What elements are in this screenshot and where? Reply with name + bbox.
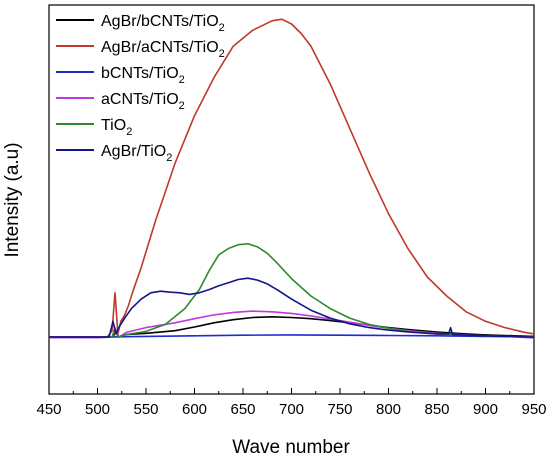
y-axis-label: Intensity (a.u)	[2, 142, 23, 257]
x-tick-label: 650	[230, 401, 255, 418]
legend: AgBr/bCNTs/TiO2AgBr/aCNTs/TiO2bCNTs/TiO2…	[56, 13, 225, 164]
legend-label-base: AgBr/aCNTs/TiO	[101, 39, 219, 56]
legend-label: AgBr/bCNTs/TiO2	[101, 13, 225, 34]
legend-label-base: AgBr/TiO	[101, 143, 166, 160]
legend-label-subscript: 2	[179, 100, 185, 112]
x-axis-label: Wave number	[232, 437, 350, 458]
legend-label-subscript: 2	[219, 22, 225, 34]
legend-label: TiO2	[101, 117, 132, 138]
x-tick-label: 750	[327, 401, 352, 418]
series-line-3	[49, 310, 535, 339]
x-axis-ticks: 450 500 550 600 650 700 750 800 850 900 950	[36, 388, 547, 418]
legend-label-base: bCNTs/TiO	[101, 65, 179, 82]
legend-label-subscript: 2	[219, 48, 225, 60]
x-tick-label: 850	[424, 401, 449, 418]
legend-label-base: TiO	[101, 117, 126, 134]
legend-label-subscript: 2	[166, 152, 172, 164]
x-tick-label: 450	[36, 401, 61, 418]
x-tick-label: 600	[182, 401, 207, 418]
x-tick-label: 550	[133, 401, 158, 418]
series-line-2	[49, 334, 535, 338]
legend-label: bCNTs/TiO2	[101, 65, 185, 86]
x-tick-label: 700	[279, 401, 304, 418]
legend-label: AgBr/TiO2	[101, 143, 172, 164]
x-tick-label: 950	[521, 401, 546, 418]
x-tick-label: 500	[85, 401, 110, 418]
series-layer	[49, 18, 535, 339]
legend-label: AgBr/aCNTs/TiO2	[101, 39, 225, 60]
legend-label-subscript: 2	[126, 126, 132, 138]
legend-label-base: AgBr/bCNTs/TiO	[101, 13, 219, 30]
legend-label: aCNTs/TiO2	[101, 91, 185, 112]
series-line-5	[49, 277, 535, 338]
legend-label-subscript: 2	[179, 74, 185, 86]
x-tick-label: 900	[473, 401, 498, 418]
x-tick-label: 800	[376, 401, 401, 418]
legend-label-base: aCNTs/TiO	[101, 91, 179, 108]
